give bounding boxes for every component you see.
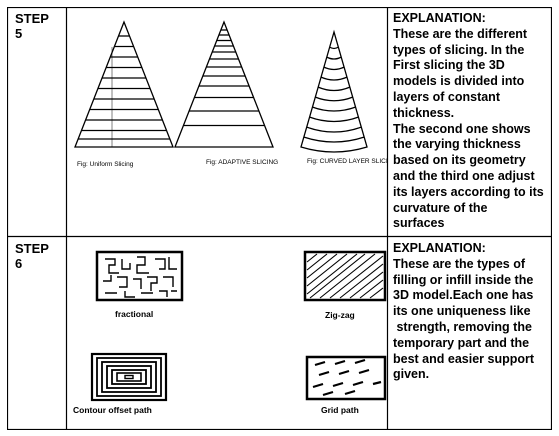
explanation-line: temporary part and the [393, 335, 530, 350]
infill-figures: fractional Zig-zag Contour offset path G… [67, 237, 387, 430]
explanation-line: layers of constant [393, 89, 500, 104]
zigzag-infill-diagram [303, 250, 387, 302]
step-number: 6 [15, 256, 23, 271]
explanation-line: given. [393, 367, 430, 382]
explanation-line: the varying thickness [393, 137, 521, 152]
explanation-line: The second one shows [393, 121, 531, 136]
explanation-line: and the third one adjust [393, 168, 535, 183]
explanation-line: These are the different [393, 26, 528, 41]
explanation-line: its one uniqueness like [393, 304, 531, 319]
slicing-figures-drawing: Fig: Uniform Slicing Fig: ADAPTIVE SLICI… [74, 20, 397, 168]
grid-path-infill-diagram [305, 355, 387, 401]
infill-figures-drawing: fractional Zig-zag Contour offset path G… [73, 250, 387, 415]
slicing-figures: Fig: Uniform Slicing Fig: ADAPTIVE SLICI… [67, 7, 397, 236]
explanation-line: best and easier support [393, 351, 535, 366]
uniform-slicing-caption: Fig: Uniform Slicing [77, 161, 134, 168]
step-6-explanation: EXPLANATION: These are the types of fill… [388, 237, 552, 430]
step-word: STEP [15, 241, 49, 256]
fractional-infill-diagram [95, 250, 184, 302]
steps-table: STEP 5 [7, 7, 552, 430]
explanation-line: First slicing the 3D [393, 58, 505, 73]
contour-offset-caption: Contour offset path [73, 405, 152, 415]
step-5-label: STEP 5 [7, 7, 66, 236]
step-6-label: STEP 6 [7, 237, 66, 430]
grid-path-caption: Grid path [321, 405, 359, 415]
explanation-line: curvature of the [393, 200, 488, 215]
explanation-line: its layers according to its [393, 184, 544, 199]
step-word: STEP [15, 11, 49, 26]
explanation-line: thickness. [393, 105, 455, 120]
explanation-line: These are the types of [393, 256, 525, 271]
step-5-explanation: EXPLANATION: These are the different typ… [388, 7, 552, 236]
explanation-line: surfaces [393, 216, 445, 231]
explanation-line: EXPLANATION: [393, 241, 486, 255]
step-number: 5 [15, 26, 23, 41]
fractional-caption: fractional [115, 309, 153, 319]
table-borders [7, 7, 552, 430]
uniform-slicing-diagram [74, 20, 174, 148]
adaptive-slicing-diagram [174, 20, 274, 148]
explanation-line: based on its geometry [393, 153, 526, 168]
explanation-line: 3D model.Each one has [393, 288, 534, 303]
curved-slicing-diagram [300, 29, 368, 153]
explanation-line: EXPLANATION: [393, 11, 486, 25]
zigzag-caption: Zig-zag [325, 310, 355, 320]
explanation-line: types of slicing. In the [393, 42, 525, 57]
explanation-line: models is divided into [393, 74, 525, 89]
contour-offset-infill-diagram [90, 352, 168, 402]
adaptive-slicing-caption: Fig: ADAPTIVE SLICING [206, 159, 278, 166]
explanation-line: filling or infill inside the [393, 272, 534, 287]
curved-slicing-caption: Fig: CURVED LAYER SLICING [307, 158, 387, 165]
explanation-line: strength, removing the [393, 319, 532, 334]
